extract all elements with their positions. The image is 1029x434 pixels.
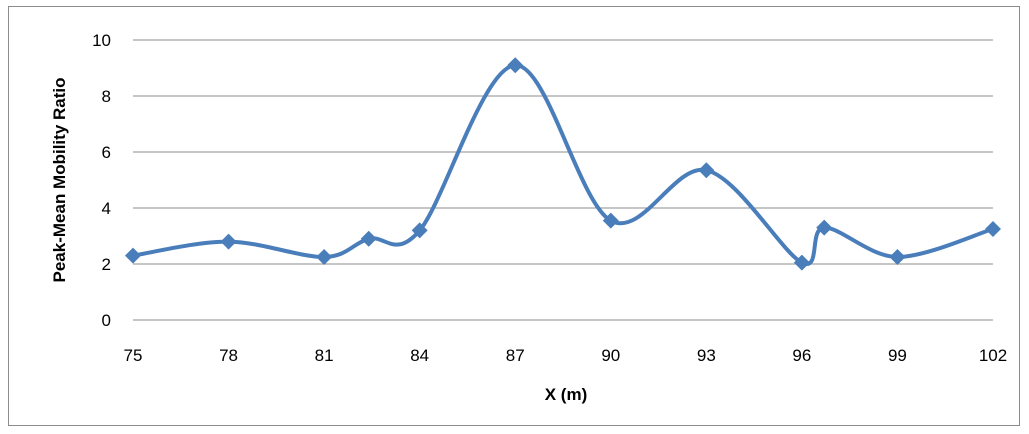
x-tick-label: 81 [315, 346, 334, 365]
y-tick-label: 6 [102, 143, 111, 162]
data-point-marker [985, 221, 1001, 237]
x-tick-label: 99 [888, 346, 907, 365]
data-point-marker [360, 230, 377, 247]
x-tick-label: 84 [410, 346, 429, 365]
x-tick-label: 93 [697, 346, 716, 365]
x-tick-label: 96 [792, 346, 811, 365]
data-point-marker [507, 57, 524, 74]
x-tick-label: 75 [124, 346, 143, 365]
data-markers [125, 57, 1001, 271]
x-tick-label: 102 [979, 346, 1007, 365]
series-line [132, 63, 994, 266]
y-tick-label: 0 [102, 311, 111, 330]
data-point-marker [602, 212, 619, 229]
x-tick-label: 87 [506, 346, 525, 365]
data-point-marker [411, 222, 428, 239]
data-point-marker [220, 233, 237, 250]
data-point-marker [889, 249, 906, 265]
y-axis-title: Peak-Mean Mobility Ratio [50, 78, 69, 283]
data-point-marker [698, 162, 715, 179]
data-point-marker [316, 249, 333, 265]
y-tick-label: 8 [102, 87, 111, 106]
y-tick-label: 4 [102, 199, 111, 218]
x-tick-label: 90 [601, 346, 620, 365]
data-point-marker [816, 219, 833, 236]
x-tick-labels: 75 78 81 84 87 90 93 96 99 102 [124, 346, 1008, 365]
data-point-marker [125, 247, 141, 264]
y-tick-labels: 0 2 4 6 8 10 [92, 31, 111, 330]
data-point-marker [793, 254, 810, 271]
gridlines [133, 39, 993, 321]
y-tick-label: 2 [102, 255, 111, 274]
x-axis-title: X (m) [545, 385, 588, 404]
y-tick-label: 10 [92, 31, 111, 50]
chart-frame [8, 6, 1020, 426]
x-tick-label: 78 [219, 346, 238, 365]
series-line-group [132, 63, 994, 266]
